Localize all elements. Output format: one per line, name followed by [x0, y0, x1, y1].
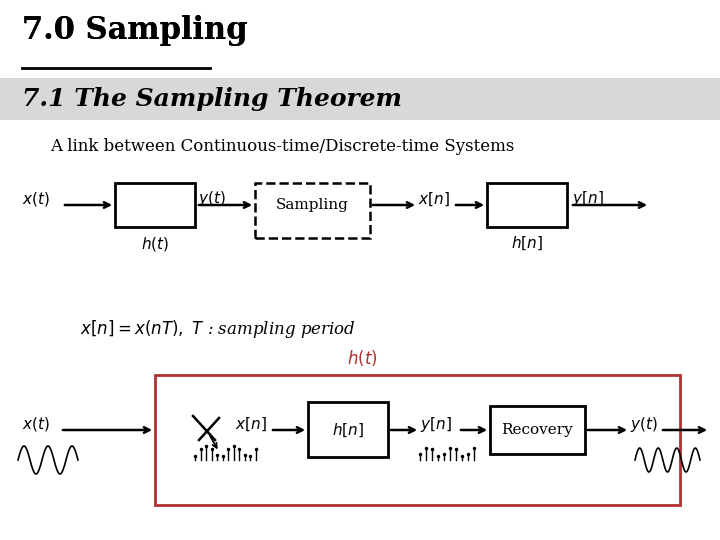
Text: Sampling: Sampling — [276, 198, 348, 212]
Text: $y[n]$: $y[n]$ — [420, 415, 451, 434]
Text: $y[n]$: $y[n]$ — [572, 190, 603, 208]
Text: A link between Continuous-time/Discrete-time Systems: A link between Continuous-time/Discrete-… — [50, 138, 514, 155]
Text: $h[n]$: $h[n]$ — [511, 235, 543, 252]
Text: $y(t)$: $y(t)$ — [630, 415, 658, 434]
Bar — [0, 78, 720, 120]
Bar — [115, 183, 195, 227]
Bar — [155, 375, 680, 505]
Text: 7.1 The Sampling Theorem: 7.1 The Sampling Theorem — [22, 87, 402, 111]
Bar — [308, 402, 388, 457]
Text: $x(t)$: $x(t)$ — [22, 415, 50, 433]
Text: $h(t)$: $h(t)$ — [141, 235, 169, 253]
Bar — [255, 183, 370, 238]
Text: $h[n]$: $h[n]$ — [332, 421, 364, 438]
Bar — [487, 183, 567, 227]
Text: $x[n]=x(nT),\ T$ : sampling period: $x[n]=x(nT),\ T$ : sampling period — [80, 318, 356, 340]
Text: $x[n]$: $x[n]$ — [418, 190, 450, 208]
Text: $x[n]$: $x[n]$ — [235, 415, 266, 433]
Text: $y(t)$: $y(t)$ — [198, 190, 226, 208]
Bar — [490, 406, 585, 454]
Text: Recovery: Recovery — [501, 423, 573, 437]
Text: 7.0 Sampling: 7.0 Sampling — [22, 15, 248, 46]
Text: $h(t)$: $h(t)$ — [347, 348, 377, 368]
Text: $x(t)$: $x(t)$ — [22, 190, 50, 208]
Text: 7.0 Sampling: 7.0 Sampling — [22, 15, 248, 46]
